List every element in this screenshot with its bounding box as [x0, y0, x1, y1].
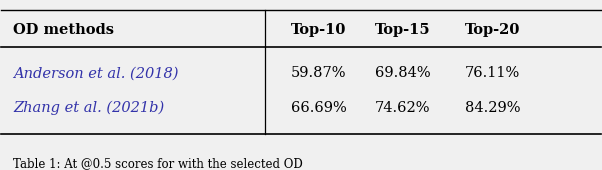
Text: OD methods: OD methods	[13, 23, 114, 37]
Text: 69.84%: 69.84%	[375, 66, 430, 80]
Text: Top-20: Top-20	[465, 23, 521, 37]
Text: Top-10: Top-10	[291, 23, 347, 37]
Text: Zhang et al. (2021b): Zhang et al. (2021b)	[13, 101, 164, 115]
Text: 66.69%: 66.69%	[291, 101, 347, 115]
Text: 74.62%: 74.62%	[375, 101, 430, 115]
Text: 76.11%: 76.11%	[465, 66, 520, 80]
Text: Anderson et al. (2018): Anderson et al. (2018)	[13, 66, 179, 80]
Text: 84.29%: 84.29%	[465, 101, 521, 115]
Text: Table 1: At @0.5 scores for with the selected OD: Table 1: At @0.5 scores for with the sel…	[13, 157, 303, 170]
Text: 59.87%: 59.87%	[291, 66, 347, 80]
Text: Top-15: Top-15	[375, 23, 430, 37]
